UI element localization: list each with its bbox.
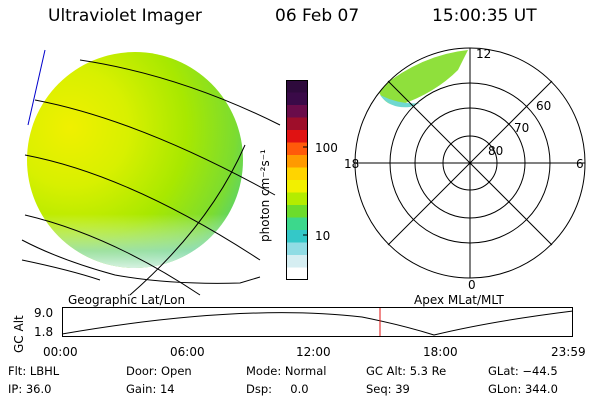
colorbar-band [286,130,308,143]
longitude-line [129,144,246,296]
latitude-line [24,154,261,261]
colorbar-band [286,180,308,193]
altitude-curve [61,310,574,336]
coastline [21,259,101,281]
colorbar-band [286,80,308,93]
colorbar-band [286,230,308,243]
colorbar-band [286,192,308,206]
ip-info: IP: 36.0 [8,382,52,396]
colorbar-band [286,167,308,181]
colorbar-tick-100: 100 [315,141,338,155]
altitude-ylabel: GC Alt [12,315,26,353]
time-label: 15:00:35 UT [432,6,537,26]
altitude-ytick-top: 9.0 [34,306,54,320]
mlat-label-70: 70 [514,121,529,135]
colorbar-band [286,142,308,156]
mlt-label-6: 6 [576,157,584,171]
altitude-ytick-bottom: 1.8 [34,325,54,339]
image-caption: Geographic Lat/Lon [68,293,186,307]
polar-plot: 12 18 6 0 60 70 80 [344,47,586,292]
latitude-line [34,99,276,196]
colorbar-band [286,205,308,218]
mlt-label-0: 0 [468,278,476,292]
date-label: 06 Feb 07 [275,6,360,26]
colorbar-band [286,92,308,106]
seq-info: Seq: 39 [366,382,410,396]
coastline [21,239,261,284]
altitude-xtick: 23:59 [551,345,586,359]
latitude-line [79,59,281,126]
dsp-info: Dsp: 0.0 [246,382,309,396]
altitude-plot [61,307,574,337]
colorbar-band [286,105,308,118]
colorbar-band [286,155,308,168]
gc-alt-info: GC Alt: 5.3 Re [366,364,447,378]
colorbar-band [286,255,308,268]
colorbar-band [286,217,308,231]
polar-caption: Apex MLat/MLT [414,293,504,307]
gain-info: Gain: 14 [126,382,175,396]
glat-info: GLat: −44.5 [488,364,558,378]
altitude-xtick: 18:00 [423,345,458,359]
altitude-xtick: 06:00 [170,345,205,359]
filter-info: Flt: LBHL [8,364,60,378]
colorbar-band [286,267,308,281]
colorbar-band [286,117,308,131]
altitude-xtick: 12:00 [296,345,331,359]
colorbar-label: photon cm⁻²s⁻¹ [258,149,272,242]
meridian-line [27,49,46,126]
altitude-xtick: 00:00 [43,345,78,359]
mlat-label-80: 80 [488,144,503,158]
latitude-line [24,214,201,296]
colorbar-border [286,80,308,280]
door-info: Door: Open [126,364,192,378]
colorbar-tick-10: 10 [315,229,331,243]
glon-info: GLon: 344.0 [488,382,558,396]
aurora-overlay [378,50,468,106]
mlt-label-12: 12 [476,47,491,61]
auroral-image [21,49,281,296]
mode-info: Mode: Normal [246,364,327,378]
instrument-title: Ultraviolet Imager [48,6,202,26]
colorbar [286,80,308,281]
mlt-label-18: 18 [344,157,359,171]
colorbar-band [286,242,308,256]
mlat-label-60: 60 [536,99,551,113]
